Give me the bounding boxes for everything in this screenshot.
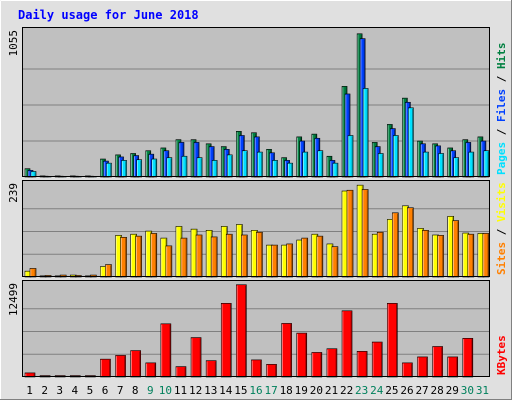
y-axis-labels: 1055 239 12499 — [7, 30, 20, 316]
x-axis-day-labels: 1 2 3 4 5 6 7 8 9 10 11 12 13 14 15 16 17 18 19 20 21 22 23 24 2… — [26, 384, 489, 397]
legends: Pages / Files / Hits Sites / Visits KBytes — [495, 43, 508, 376]
panel-volume — [22, 280, 490, 378]
panel-border — [22, 27, 490, 177]
legend-pages: Pages — [495, 142, 508, 175]
bar-kbytes-day-22 — [341, 310, 353, 378]
x-label-day-25: 25 — [385, 384, 398, 397]
x-label-day-17: 17 — [264, 384, 277, 397]
bar-kbytes-day-21 — [326, 348, 338, 378]
bar-kbytes-day-13 — [205, 360, 217, 378]
bar-kbytes-day-14 — [220, 303, 232, 378]
legend-bot: KBytes — [495, 335, 508, 375]
x-label-day-20: 20 — [310, 384, 323, 397]
x-label-day-1: 1 — [26, 384, 33, 397]
legend-files: Files — [495, 89, 508, 122]
x-label-day-23: 23 — [355, 384, 368, 397]
x-label-day-14: 14 — [219, 384, 233, 397]
bar-kbytes-day-7 — [115, 355, 126, 378]
bar-kbytes-day-8 — [130, 350, 141, 378]
y-max-label-mid: 239 — [7, 183, 20, 203]
x-label-day-18: 18 — [280, 384, 293, 397]
legend-hits: Hits — [495, 43, 508, 70]
bar-kbytes-day-26 — [402, 362, 413, 378]
legend-top: Pages / Files / Hits — [495, 43, 508, 176]
x-label-day-31: 31 — [476, 384, 489, 397]
bar-kbytes-day-17 — [266, 364, 277, 378]
panel-border — [22, 180, 490, 277]
legend-kbytes: KBytes — [495, 335, 508, 375]
chart-title: Daily usage for June 2018 — [18, 8, 199, 22]
x-label-day-22: 22 — [340, 384, 353, 397]
bar-kbytes-day-29 — [447, 356, 459, 378]
chart-panels — [22, 27, 490, 378]
panel-border — [22, 280, 490, 377]
x-label-day-26: 26 — [400, 384, 413, 397]
x-label-day-21: 21 — [325, 384, 338, 397]
bar-kbytes-day-10 — [160, 323, 172, 378]
bar-kbytes-day-16 — [251, 359, 262, 378]
x-label-day-11: 11 — [174, 384, 187, 397]
bar-kbytes-day-28 — [432, 346, 443, 378]
x-label-day-28: 28 — [431, 384, 444, 397]
x-label-day-3: 3 — [56, 384, 63, 397]
x-label-day-24: 24 — [370, 384, 384, 397]
bar-kbytes-day-9 — [145, 362, 157, 378]
x-label-day-9: 9 — [147, 384, 154, 397]
legend-separator: / — [495, 69, 508, 89]
x-label-day-8: 8 — [132, 384, 139, 397]
legend-separator: / — [495, 122, 508, 142]
x-label-day-29: 29 — [446, 384, 459, 397]
bar-kbytes-day-25 — [387, 303, 398, 378]
bar-kbytes-day-27 — [417, 356, 428, 378]
x-label-day-13: 13 — [204, 384, 217, 397]
bar-kbytes-day-6 — [100, 358, 111, 378]
x-label-day-16: 16 — [249, 384, 262, 397]
x-label-day-4: 4 — [72, 384, 79, 397]
bar-kbytes-day-30 — [462, 338, 474, 378]
bar-kbytes-day-23 — [356, 351, 368, 378]
panel-traffic — [22, 27, 490, 178]
x-label-day-19: 19 — [295, 384, 308, 397]
x-label-day-10: 10 — [159, 384, 172, 397]
x-label-day-15: 15 — [234, 384, 247, 397]
panel-visitors — [22, 180, 490, 278]
y-max-label-top: 1055 — [7, 30, 20, 57]
bar-kbytes-day-11 — [175, 366, 187, 378]
y-max-label-bot: 12499 — [7, 283, 20, 316]
legend-visits: Visits — [495, 182, 508, 222]
bar-kbytes-day-24 — [371, 341, 383, 378]
x-label-day-6: 6 — [102, 384, 109, 397]
x-label-day-27: 27 — [415, 384, 428, 397]
bar-kbytes-day-18 — [281, 323, 292, 378]
x-label-day-5: 5 — [87, 384, 94, 397]
legend-separator: / — [495, 222, 508, 242]
x-label-day-12: 12 — [189, 384, 202, 397]
x-label-day-7: 7 — [117, 384, 124, 397]
x-label-day-30: 30 — [461, 384, 474, 397]
legend-sites: Sites — [495, 242, 508, 275]
bar-kbytes-day-20 — [311, 352, 323, 378]
bar-kbytes-day-19 — [296, 332, 308, 378]
bar-kbytes-day-15 — [236, 284, 247, 378]
legend-mid: Sites / Visits — [495, 182, 508, 275]
bar-kbytes-day-12 — [190, 337, 202, 378]
x-label-day-2: 2 — [41, 384, 48, 397]
